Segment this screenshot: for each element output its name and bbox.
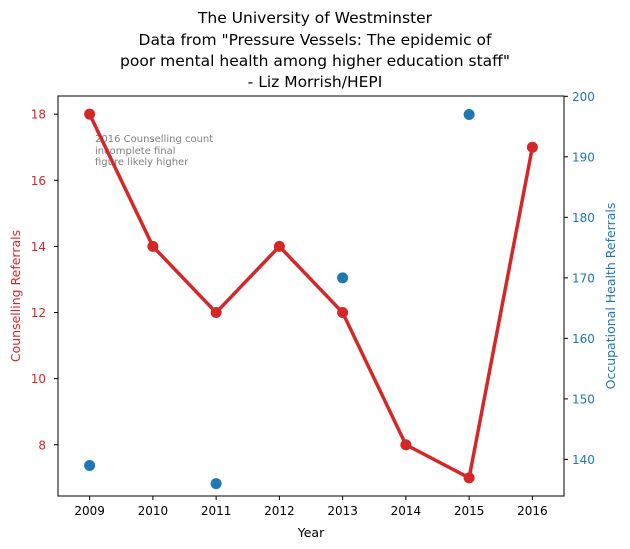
- right-y-tick-label: 170: [572, 271, 595, 285]
- left-y-tick-label: 10: [31, 372, 46, 386]
- right-y-tick-label: 180: [572, 211, 595, 225]
- x-tick-label: 2014: [391, 504, 422, 518]
- annotation: 2016 Counselling count incomplete final …: [95, 134, 213, 168]
- title-line-2: Data from "Pressure Vessels: The epidemi…: [139, 31, 492, 49]
- annotation-line-2: incomplete final: [95, 146, 176, 157]
- left-y-tick-label: 8: [38, 438, 46, 452]
- right-y-tick-label: 190: [572, 150, 595, 164]
- plot-frame: [57, 95, 565, 497]
- left-y-tick-label: 18: [31, 108, 46, 122]
- right-y-tick-label: 200: [572, 90, 595, 104]
- counselling-point: [84, 108, 96, 120]
- x-axis: 2009 2010 2011 2012 2013 2014 2015 2016: [74, 496, 548, 518]
- chart-title: The University of Westminster Data from …: [120, 9, 510, 91]
- left-y-tick-label: 14: [31, 240, 46, 254]
- counselling-point: [463, 472, 475, 484]
- left-y-tick-label: 12: [31, 306, 46, 320]
- occupational-health-point: [337, 272, 349, 284]
- counselling-point: [147, 240, 159, 252]
- right-y-axis-label: Occupational Health Referrals: [603, 203, 618, 390]
- annotation-line-1: 2016 Counselling count: [95, 134, 213, 145]
- title-line-3: poor mental health among higher educatio…: [120, 52, 510, 70]
- right-y-tick-label: 160: [572, 332, 595, 346]
- x-tick-label: 2015: [454, 504, 485, 518]
- counselling-point: [400, 439, 412, 451]
- annotation-line-3: figure likely higher: [95, 157, 189, 168]
- x-tick-label: 2009: [74, 504, 105, 518]
- counselling-point: [337, 307, 349, 319]
- right-y-tick-label: 140: [572, 453, 595, 467]
- counselling-point: [526, 141, 538, 153]
- left-y-axis: 8 10 12 14 16 18: [31, 108, 58, 452]
- x-tick-label: 2011: [201, 504, 232, 518]
- left-y-axis-label: Counselling Referrals: [8, 230, 23, 362]
- x-tick-label: 2010: [138, 504, 169, 518]
- x-tick-label: 2013: [327, 504, 358, 518]
- series-layer: [84, 108, 538, 490]
- occupational-health-point: [210, 478, 222, 490]
- occupational-health-point: [463, 108, 475, 120]
- x-tick-label: 2016: [517, 504, 548, 518]
- right-y-tick-label: 150: [572, 392, 595, 406]
- x-tick-label: 2012: [264, 504, 295, 518]
- counselling-line: [87, 112, 535, 480]
- occupational-health-point: [84, 459, 96, 471]
- counselling-point: [210, 307, 222, 319]
- title-line-1: The University of Westminster: [197, 9, 433, 27]
- right-y-axis: 140 150 160 170 180 190 200: [564, 90, 595, 467]
- x-axis-label: Year: [297, 525, 325, 540]
- left-y-tick-label: 16: [31, 174, 46, 188]
- counselling-point: [273, 240, 285, 252]
- title-line-4: - Liz Morrish/HEPI: [248, 73, 383, 91]
